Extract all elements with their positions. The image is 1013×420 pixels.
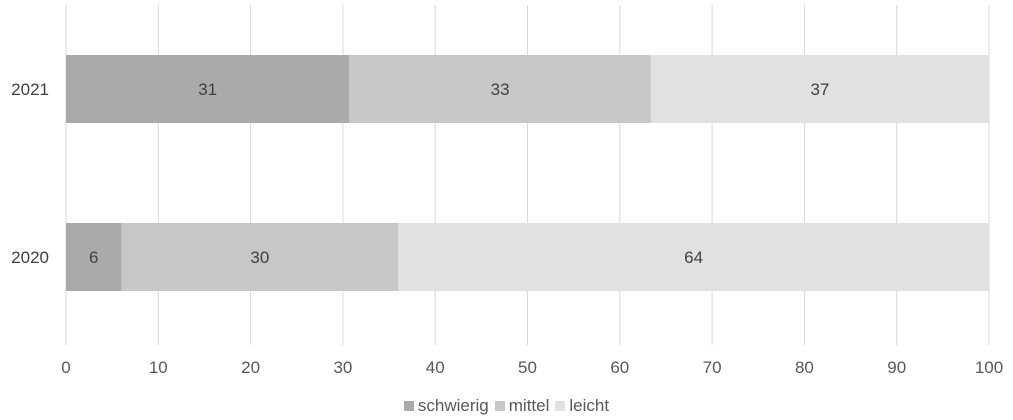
legend-item-leicht: leicht: [555, 396, 609, 416]
bar-schwierig-2020: [66, 223, 122, 291]
data-label: 64: [684, 248, 703, 267]
legend-label: schwierig: [417, 396, 489, 415]
data-label: 6: [89, 248, 98, 267]
x-axis-ticks: 0 10 20 30 40 50 60 70 80 90 100: [61, 358, 1003, 377]
x-tick-label: 50: [518, 358, 537, 377]
x-tick-label: 60: [610, 358, 629, 377]
x-tick-label: 20: [241, 358, 260, 377]
x-tick-label: 80: [795, 358, 814, 377]
legend: schwierig mittel leicht: [0, 396, 1013, 416]
legend-swatch: [403, 401, 414, 411]
bar-schwierig-2021: [66, 55, 350, 123]
data-label: 30: [250, 248, 269, 267]
category-label: 2020: [11, 248, 49, 267]
bar-mittel-2021: [349, 55, 651, 123]
y-axis-categories: 2021 2020: [11, 80, 49, 267]
x-tick-label: 40: [426, 358, 445, 377]
data-label: 33: [491, 80, 510, 99]
legend-swatch: [555, 401, 566, 411]
legend-label: mittel: [508, 396, 550, 415]
data-label: 37: [810, 80, 829, 99]
x-tick-label: 30: [333, 358, 352, 377]
x-tick-label: 90: [887, 358, 906, 377]
x-tick-label: 0: [61, 358, 70, 377]
data-label: 31: [198, 80, 217, 99]
legend-item-schwierig: schwierig: [403, 396, 489, 416]
bar-mittel-2020: [121, 223, 399, 291]
bars: 31 33 37 6 30 64: [66, 55, 989, 291]
x-tick-label: 100: [975, 358, 1003, 377]
legend-swatch: [494, 401, 505, 411]
x-tick-label: 10: [149, 358, 168, 377]
legend-item-mittel: mittel: [494, 396, 550, 416]
legend-label: leicht: [569, 396, 610, 415]
x-tick-label: 70: [703, 358, 722, 377]
bar-leicht-2021: [650, 55, 989, 123]
category-label: 2021: [11, 80, 49, 99]
bar-leicht-2020: [398, 223, 989, 291]
